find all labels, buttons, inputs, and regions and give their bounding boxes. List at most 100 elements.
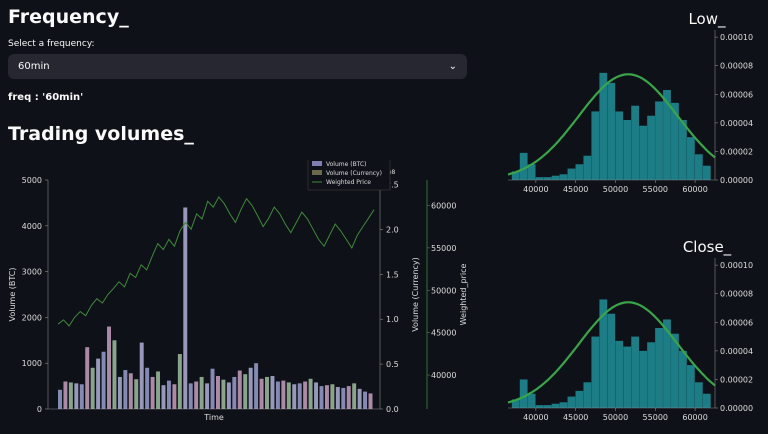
low-bar [694, 154, 703, 180]
frequency-title: Frequency_ [8, 6, 129, 28]
volume-bar [199, 376, 204, 409]
chevron-down-icon: ⌄ [448, 61, 457, 72]
price-tick-label: 50000 [431, 286, 456, 295]
low-bar [655, 101, 663, 180]
close-bar [599, 299, 608, 408]
low-bar [567, 168, 576, 180]
price-axis-label: Weighted_price [459, 264, 468, 326]
volume-bar [221, 379, 226, 409]
low-bar [511, 171, 520, 180]
low-histogram-chart: Low_ 0.00000 0.00002 0.00004 0.00006 0.00008 0… [507, 10, 753, 194]
legend-swatch [312, 161, 322, 166]
volume-bar [292, 384, 297, 409]
volume-bar [205, 383, 210, 409]
volume-bar [139, 342, 144, 409]
volume-bar [90, 367, 95, 409]
legend-label: Volume (Currency) [326, 170, 382, 177]
low-y-tick-label: 0.00008 [720, 62, 753, 71]
close-bar [702, 393, 711, 408]
right-tick-label: 2.5 [386, 181, 399, 190]
close-bar [663, 319, 671, 408]
volume-bar [172, 384, 177, 409]
legend-label: Volume (BTC) [326, 161, 367, 168]
volume-bar [324, 385, 329, 409]
volume-bar [128, 373, 133, 409]
close-y-tick-label: 0.00004 [720, 347, 753, 356]
volume-bar [123, 370, 128, 409]
close-bar [559, 402, 568, 408]
close-bar [694, 382, 703, 408]
price-tick-label: 40000 [431, 371, 456, 380]
y-tick-label: 4000 [22, 222, 42, 231]
volume-bar [335, 387, 340, 409]
frequency-select[interactable]: 60min ⌄ [8, 54, 467, 79]
volume-bar [117, 376, 122, 409]
close-y-tick-label: 0.00010 [720, 261, 753, 270]
trading-volume-chart: 0 1000 2000 3000 4000 5000 Volume (BTC) 0.0 0.5 1… [8, 160, 468, 422]
close-x-tick-label: 55000 [643, 413, 668, 422]
volume-bar [156, 371, 161, 409]
volume-bar [308, 378, 313, 409]
legend-swatch [312, 170, 322, 175]
close-y-tick-label: 0.00006 [720, 318, 753, 327]
legend-label: Weighted Price [326, 179, 371, 186]
close-x-tick-label: 60000 [682, 413, 707, 422]
close-y-tick-label: 0.00008 [720, 290, 753, 299]
volume-bar [183, 207, 188, 409]
close-bar [671, 333, 679, 408]
volume-bar [297, 383, 302, 409]
volume-bar [96, 358, 101, 409]
volume-bar [68, 382, 73, 409]
low-bar [599, 72, 608, 180]
right-tick-label: 1.5 [386, 270, 399, 279]
volume-bar [226, 382, 231, 409]
price-tick-label: 55000 [431, 244, 456, 253]
volume-bar [63, 381, 68, 409]
low-bar [551, 175, 560, 180]
y-tick-label: 0 [37, 405, 42, 414]
close-bar [647, 342, 655, 408]
close-bar [519, 379, 528, 408]
volume-bar [275, 381, 280, 409]
low-bar [607, 82, 616, 180]
volume-bar [254, 363, 259, 409]
close-bar [615, 340, 624, 408]
close-bar [567, 396, 576, 408]
x-axis-label: Time [203, 413, 224, 422]
close-bar [575, 390, 584, 408]
volume-bar [232, 376, 237, 409]
close-kde-line [507, 301, 716, 404]
close-title: Close_ [683, 238, 732, 257]
volume-bar [74, 383, 79, 409]
volume-bar [101, 351, 106, 409]
volume-bar [265, 376, 269, 409]
close-bar [679, 350, 687, 408]
close-histogram-chart: Close_ 0.00000 0.00002 0.00004 0.00006 0.0000… [507, 238, 753, 422]
volume-bar [352, 383, 357, 409]
low-y-tick-label: 0.00006 [720, 90, 753, 99]
low-x-tick-label: 60000 [682, 185, 707, 194]
volume-bar [161, 385, 166, 409]
close-bar [631, 336, 640, 408]
y-tick-label: 3000 [22, 268, 42, 277]
frequency-select-value: 60min [18, 61, 50, 72]
volume-bar [363, 391, 368, 409]
volume-bar [368, 393, 373, 409]
volume-bar [112, 340, 117, 409]
low-y-tick-label: 0.00002 [720, 147, 753, 156]
low-x-tick-label: 45000 [563, 185, 588, 194]
close-bar [527, 393, 536, 408]
low-bar [535, 177, 544, 180]
close-bar [591, 336, 600, 408]
freq-text: freq : '60min' [8, 92, 84, 103]
volume-bar [79, 384, 84, 409]
weighted-price-line [57, 196, 375, 327]
right-tick-label: 1.0 [386, 315, 399, 324]
right-tick-label: 0.0 [386, 405, 399, 414]
low-y-tick-label: 0.00000 [720, 176, 753, 185]
low-title: Low_ [688, 10, 726, 29]
price-tick-label: 45000 [431, 329, 456, 338]
low-bar [527, 164, 536, 180]
low-bar [679, 120, 687, 180]
close-bar [511, 399, 520, 408]
